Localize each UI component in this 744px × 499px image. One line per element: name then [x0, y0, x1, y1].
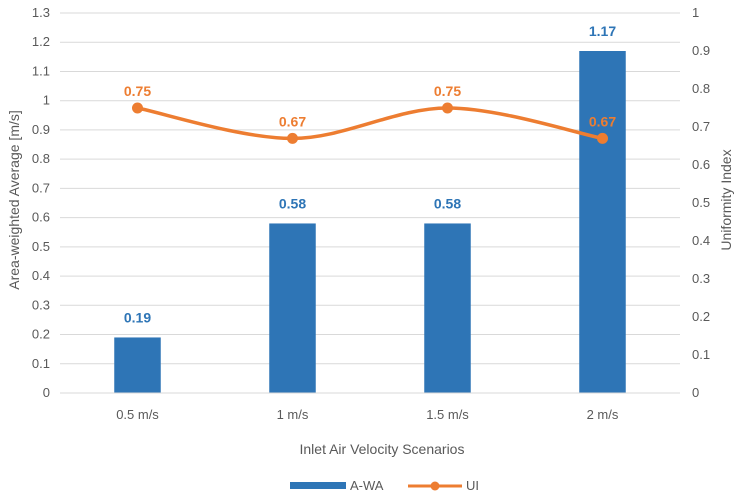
bar-data-label: 0.58 [434, 195, 461, 211]
ui-series-line [137, 106, 603, 141]
y2-tick-label: 0.3 [692, 271, 710, 286]
y-tick-label: 0.4 [32, 268, 50, 283]
bar-data-label: 0.19 [124, 309, 151, 325]
bar [114, 337, 161, 393]
y-axis-title: Area-weighted Average [m/s] [6, 110, 22, 290]
y-tick-label: 0.5 [32, 239, 50, 254]
y2-axis-title: Uniformity Index [718, 149, 734, 250]
y2-tick-label: 0.6 [692, 157, 710, 172]
legend: A-WA UI [290, 478, 479, 493]
bar-series: 0.19 0.58 0.58 1.17 [114, 23, 626, 393]
ui-point [287, 132, 298, 144]
y-tick-label: 1.2 [32, 34, 50, 49]
y-tick-label: 0.1 [32, 356, 50, 371]
y-tick-label: 0.9 [32, 122, 50, 137]
y-tick-label: 1 [43, 93, 50, 108]
gridlines [60, 12, 680, 365]
bar [269, 223, 316, 393]
x-axis-title: Inlet Air Velocity Scenarios [300, 441, 465, 457]
y2-tick-label: 0.5 [692, 195, 710, 210]
y2-tick-label: 0 [692, 385, 699, 400]
ui-data-label: 0.67 [279, 113, 306, 129]
x-tick-label: 1 m/s [277, 407, 309, 422]
right-axis-ticks: 0 0.1 0.2 0.3 0.4 0.5 0.6 0.7 0.8 0.9 1 [692, 5, 710, 400]
x-axis-ticks: 0.5 m/s 1 m/s 1.5 m/s 2 m/s [116, 407, 619, 422]
bar-data-label: 0.58 [279, 195, 306, 211]
x-tick-label: 0.5 m/s [116, 407, 159, 422]
legend-label-ui: UI [466, 478, 479, 493]
y-tick-label: 0.3 [32, 297, 50, 312]
ui-point [442, 102, 453, 114]
line-series: 0.75 0.67 0.75 0.67 [124, 83, 616, 144]
y2-tick-label: 0.4 [692, 233, 710, 248]
y-tick-label: 1.1 [32, 63, 50, 78]
bar [424, 223, 471, 393]
ui-point [597, 132, 608, 144]
y-tick-label: 0.6 [32, 210, 50, 225]
ui-data-label: 0.75 [434, 83, 461, 99]
legend-swatch-awa [290, 482, 346, 489]
y2-tick-label: 0.8 [692, 81, 710, 96]
legend-swatch-ui-marker [430, 481, 440, 491]
y-tick-label: 0.8 [32, 151, 50, 166]
ui-data-label: 0.67 [589, 113, 616, 129]
legend-label-awa: A-WA [350, 478, 384, 493]
bar [579, 51, 626, 393]
y-tick-label: 0.7 [32, 180, 50, 195]
x-tick-label: 2 m/s [587, 407, 619, 422]
ui-point [132, 102, 143, 114]
x-tick-label: 1.5 m/s [426, 407, 469, 422]
left-axis-ticks: 0 0.1 0.2 0.3 0.4 0.5 0.6 0.7 0.8 0.9 1 1.1 1.2 1.3 [32, 5, 50, 400]
y-tick-label: 0.2 [32, 327, 50, 342]
y-tick-label: 1.3 [32, 5, 50, 20]
y2-tick-label: 0.7 [692, 119, 710, 134]
ui-data-label: 0.75 [124, 83, 151, 99]
y2-tick-label: 1 [692, 5, 699, 20]
y2-tick-label: 0.2 [692, 309, 710, 324]
bar-data-label: 1.17 [589, 23, 616, 39]
y2-tick-label: 0.1 [692, 347, 710, 362]
y2-tick-label: 0.9 [692, 43, 710, 58]
y-tick-label: 0 [43, 385, 50, 400]
